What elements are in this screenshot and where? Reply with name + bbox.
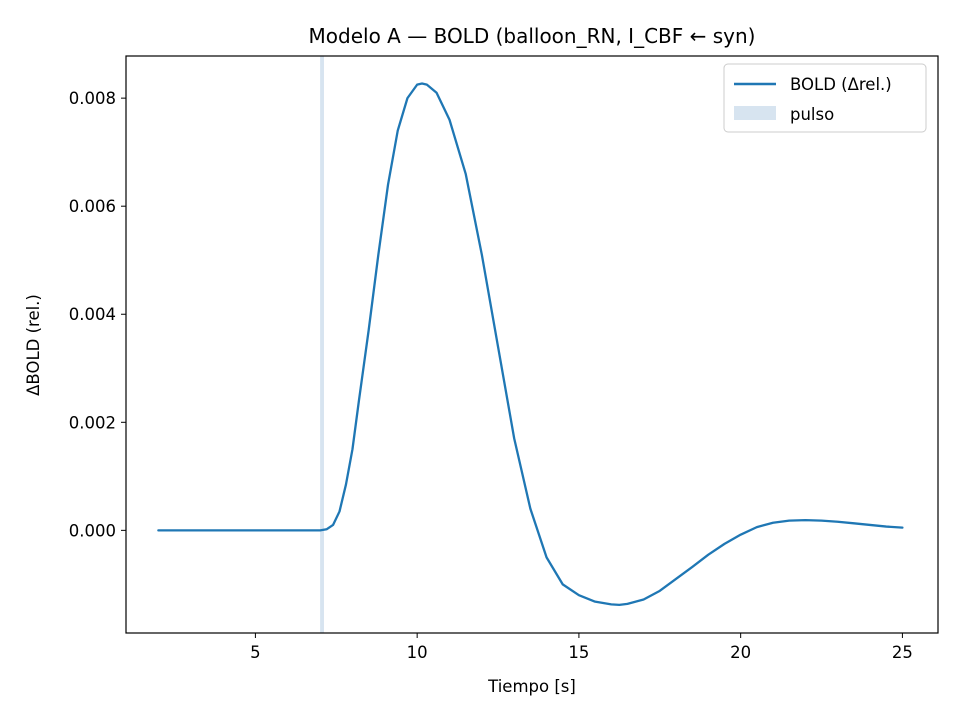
chart-title: Modelo A — BOLD (balloon_RN, I_CBF ← syn… bbox=[309, 24, 756, 48]
x-tick-label: 15 bbox=[568, 643, 589, 662]
y-tick-label: 0.002 bbox=[69, 413, 116, 432]
x-tick-label: 5 bbox=[250, 643, 261, 662]
y-tick-label: 0.006 bbox=[69, 197, 116, 216]
x-tick-label: 10 bbox=[407, 643, 428, 662]
series-line-0 bbox=[157, 82, 904, 607]
plot-area bbox=[125, 55, 939, 634]
y-tick-label: 0.004 bbox=[69, 305, 116, 324]
legend-label-pulse: pulso bbox=[790, 105, 834, 124]
legend-pulse-swatch bbox=[734, 106, 776, 120]
x-tick-label: 25 bbox=[892, 643, 913, 662]
pulse-band bbox=[320, 56, 324, 633]
axes-frame bbox=[125, 55, 939, 634]
legend: BOLD (Δrel.) pulso bbox=[723, 63, 927, 133]
y-tick-label: 0.000 bbox=[69, 521, 116, 540]
y-tick-label: 0.008 bbox=[69, 89, 116, 108]
x-axis-label: Tiempo [s] bbox=[487, 677, 576, 696]
y-axis-label: ΔBOLD (rel.) bbox=[24, 294, 43, 396]
axis-ticks: 5 10 15 20 25 0.000 0.002 0.004 0.006 0.008 bbox=[69, 89, 913, 662]
legend-label-bold: BOLD (Δrel.) bbox=[790, 75, 892, 94]
x-tick-label: 20 bbox=[730, 643, 751, 662]
